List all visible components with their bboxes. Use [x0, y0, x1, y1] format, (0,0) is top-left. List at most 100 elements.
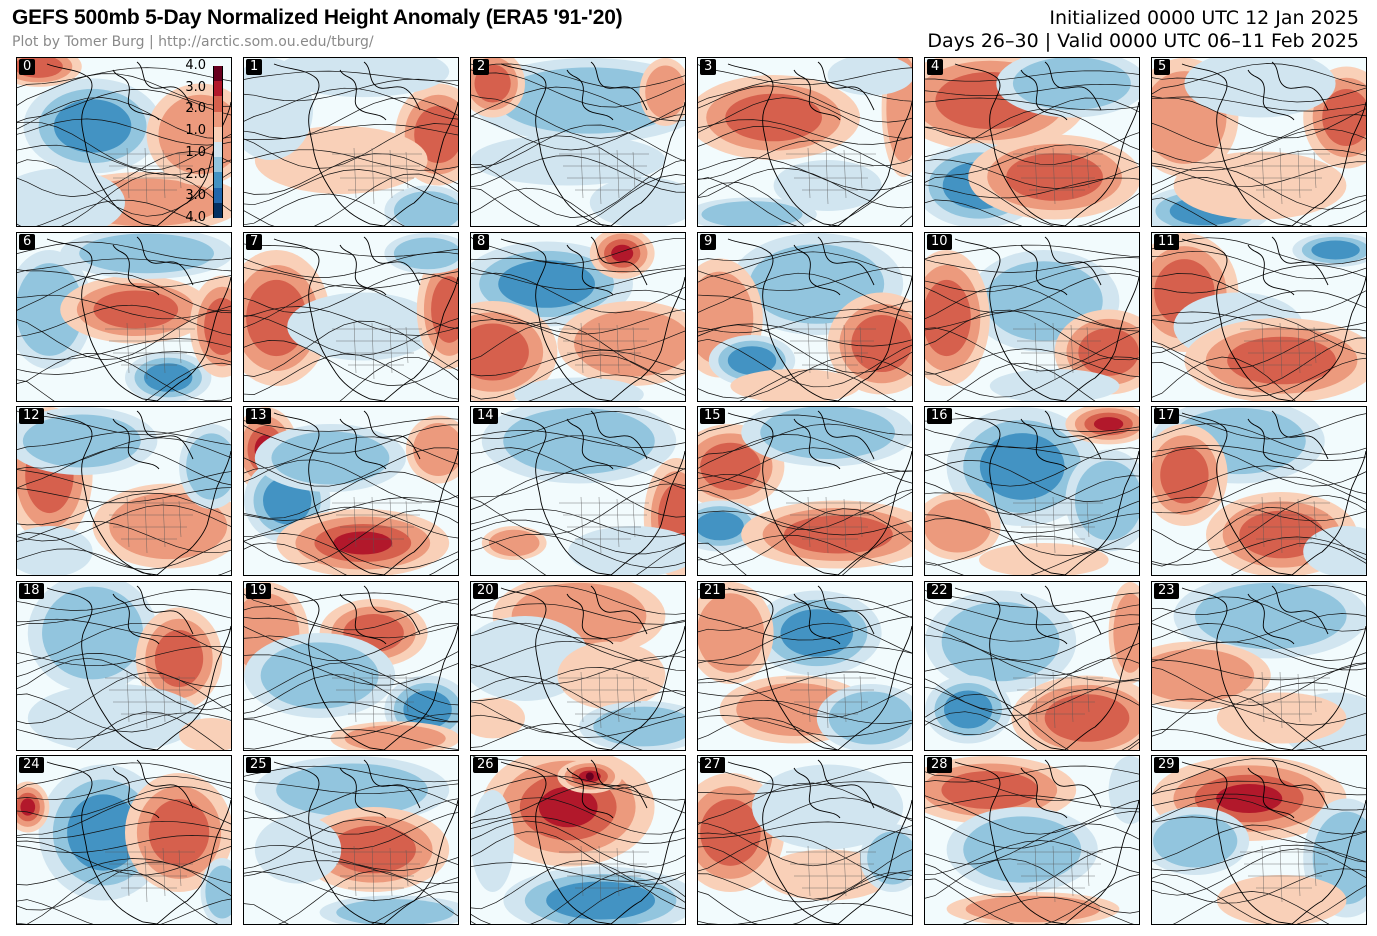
height-contour — [1152, 195, 1366, 226]
height-contour — [471, 508, 685, 538]
height-contour — [17, 89, 231, 123]
height-contour — [1152, 613, 1366, 643]
height-contour — [244, 674, 458, 722]
member-label: 17 — [1154, 408, 1179, 424]
member-panel-19: 19 — [243, 581, 459, 751]
height-contour — [698, 167, 912, 209]
positive-anomaly-region — [574, 310, 685, 377]
height-contour — [925, 272, 1139, 314]
height-contour — [1152, 694, 1325, 750]
anomaly-map — [1152, 756, 1366, 924]
height-contour — [17, 487, 231, 504]
coastline — [954, 410, 1139, 575]
colorbar-swatch — [213, 126, 223, 143]
anomaly-map — [925, 236, 1139, 401]
height-contour — [244, 124, 458, 140]
member-label: 15 — [700, 408, 725, 424]
negative-anomaly-region — [393, 191, 458, 226]
height-contour — [471, 862, 685, 882]
height-contour — [17, 820, 231, 840]
height-contour — [244, 592, 458, 611]
height-contour — [698, 97, 912, 139]
height-contour — [244, 810, 458, 850]
height-contour — [244, 149, 458, 171]
state-borders — [1013, 322, 1103, 380]
height-contour — [698, 139, 912, 180]
coastline — [500, 585, 685, 750]
height-contour — [698, 797, 912, 835]
member-label: 26 — [473, 757, 498, 773]
height-contour — [962, 897, 1134, 924]
height-contour — [244, 424, 458, 454]
height-contour — [17, 869, 219, 924]
height-contour — [17, 67, 231, 89]
height-contour — [698, 671, 912, 697]
negative-anomaly-region — [989, 369, 1120, 401]
coastline — [273, 61, 458, 226]
height-contour — [1152, 423, 1366, 455]
coastline — [46, 585, 231, 750]
height-contour — [698, 177, 912, 226]
colorbar-swatch — [213, 172, 223, 189]
negative-anomaly-region — [827, 58, 912, 96]
height-contour — [698, 510, 912, 536]
coastline — [500, 759, 685, 924]
negative-anomaly-region — [780, 609, 854, 657]
height-contour — [471, 585, 685, 615]
height-contour — [698, 434, 912, 472]
height-contour — [698, 85, 912, 123]
height-contour — [17, 144, 231, 176]
height-contour — [925, 680, 1139, 716]
height-contour — [698, 355, 912, 399]
height-contour — [528, 374, 685, 401]
height-contour — [17, 657, 231, 711]
height-contour — [244, 436, 458, 474]
height-contour — [244, 891, 458, 924]
anomaly-map — [925, 58, 1139, 226]
coastline — [46, 410, 231, 575]
negative-anomaly-region — [471, 134, 666, 186]
colorbar-swatch — [213, 142, 223, 158]
height-contour — [1152, 816, 1366, 844]
positive-anomaly-region — [93, 290, 179, 329]
anomaly-map — [17, 407, 231, 575]
height-contour — [471, 464, 685, 498]
positive-anomaly-region — [331, 825, 416, 874]
height-contour — [946, 362, 1096, 401]
height-contour — [17, 73, 231, 107]
height-contour — [925, 177, 1139, 199]
member-panel-7: 7 — [243, 232, 459, 402]
height-contour — [698, 241, 912, 261]
height-contour — [471, 831, 685, 885]
negative-anomaly-region — [828, 691, 912, 745]
negative-anomaly-region — [471, 790, 515, 892]
height-contour — [471, 690, 685, 734]
positive-anomaly-region — [851, 314, 912, 373]
negative-anomaly-region — [1311, 240, 1360, 260]
member-panel-17: 17 — [1151, 406, 1367, 576]
member-label: 21 — [700, 583, 725, 599]
height-contour — [925, 83, 1139, 97]
height-contour — [471, 537, 685, 575]
height-contour — [278, 870, 458, 924]
anomaly-map — [1152, 407, 1366, 575]
height-contour — [1152, 161, 1366, 187]
height-contour — [76, 711, 225, 750]
member-panel-14: 14 — [470, 406, 686, 576]
height-contour — [925, 460, 1139, 502]
colorbar-swatch — [213, 111, 223, 128]
member-label: 20 — [473, 583, 498, 599]
height-contour — [17, 835, 231, 853]
negative-anomaly-region — [1108, 756, 1139, 824]
height-contour — [17, 430, 231, 450]
height-contour — [471, 411, 685, 443]
coastline — [500, 61, 685, 226]
state-borders — [1240, 322, 1330, 380]
anomaly-map — [698, 233, 912, 401]
positive-anomaly-region — [109, 492, 228, 560]
height-contour — [698, 508, 912, 566]
height-contour — [17, 269, 231, 288]
height-contour — [471, 797, 685, 835]
height-contour — [471, 820, 685, 868]
height-contour — [17, 97, 231, 139]
